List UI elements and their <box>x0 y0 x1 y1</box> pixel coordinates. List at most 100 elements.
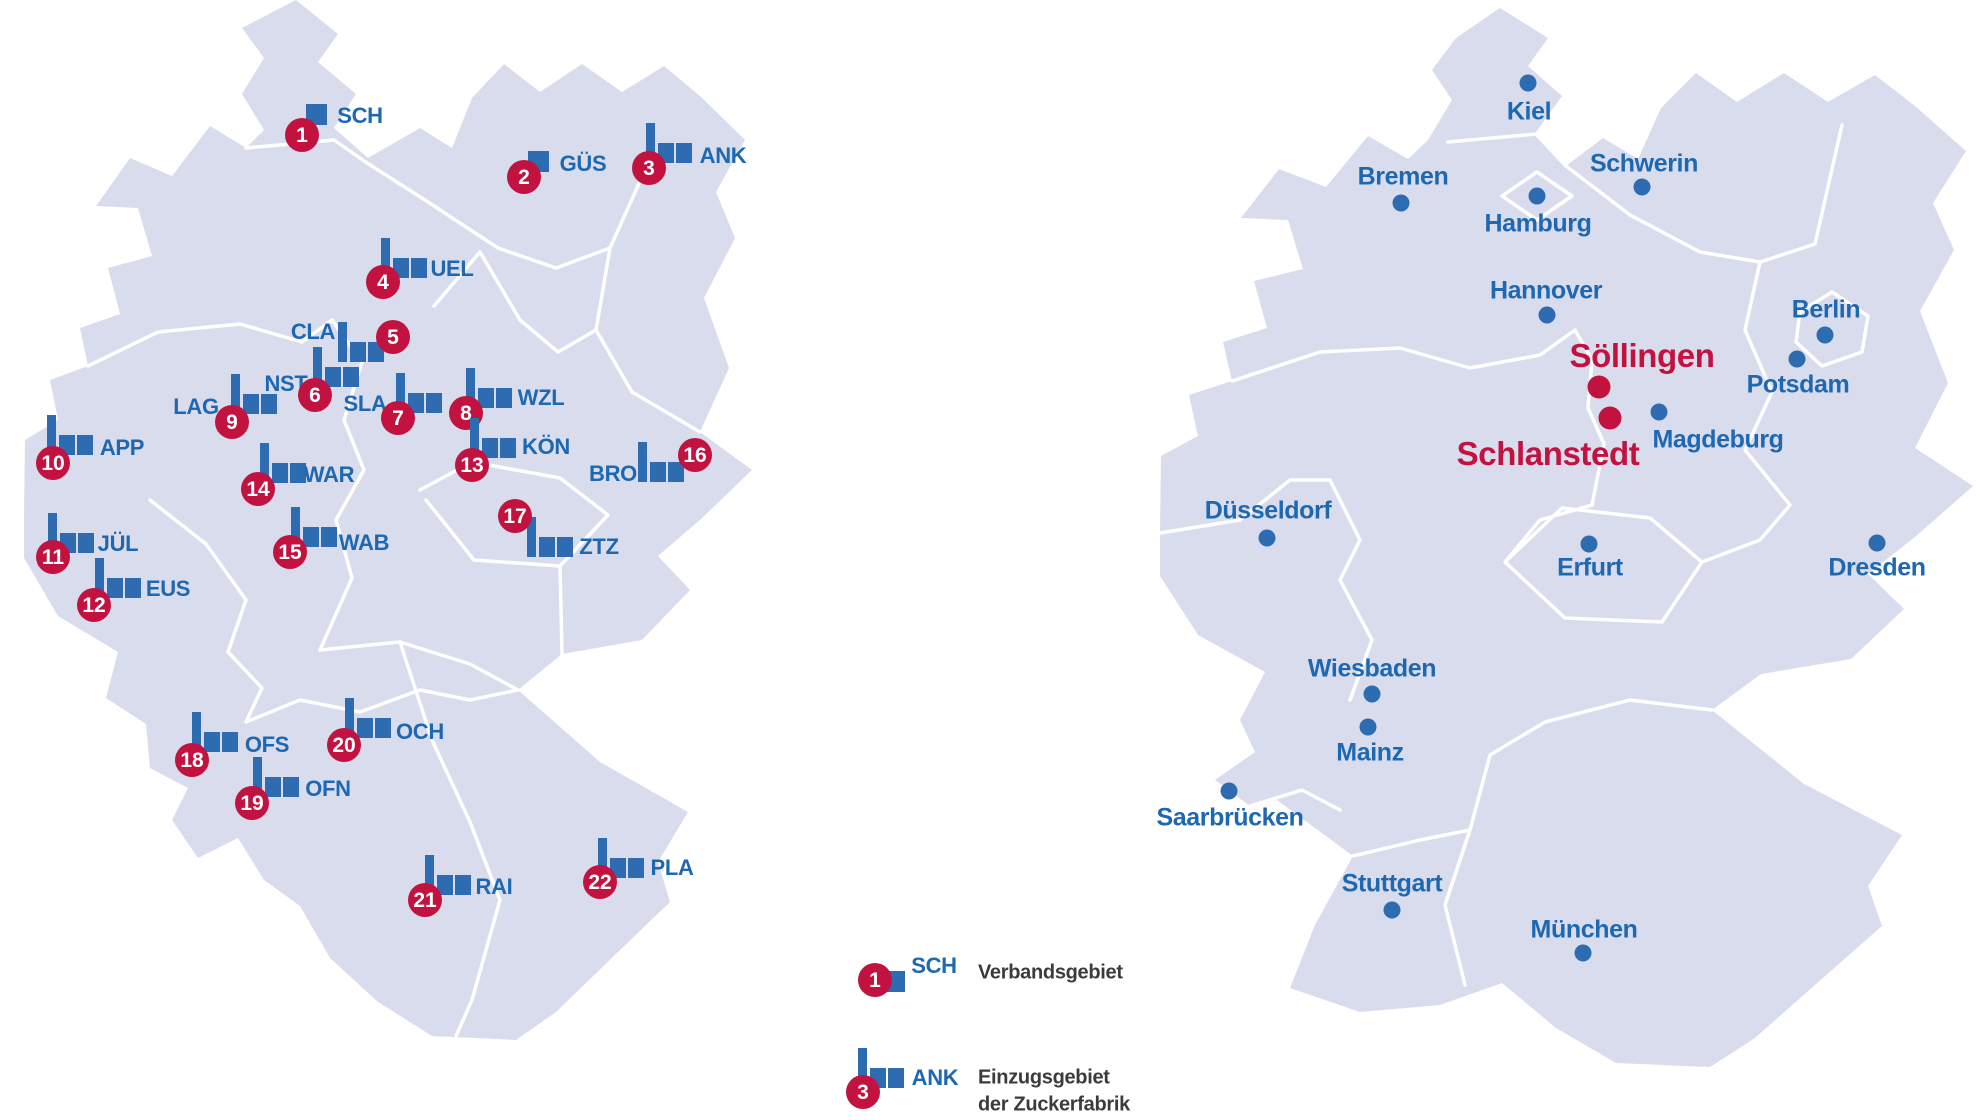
legend-desc-verbandsgebiet: Verbandsgebiet <box>978 961 1123 984</box>
factory-code-label-ANK: ANK <box>699 143 747 168</box>
marker-number-badge-EUS: 12 <box>77 588 111 622</box>
city-dot-Potsdam <box>1788 350 1806 368</box>
marker-number-badge-OFN: 19 <box>235 786 269 820</box>
square-shape <box>650 462 666 482</box>
legend-desc-einzugsgebiet-line1: Einzugsgebiet <box>978 1066 1110 1089</box>
right-map-state-borders <box>1158 123 1870 987</box>
factory-icon-WAR <box>260 443 306 483</box>
factory-code-label-RAI: RAI <box>475 874 513 899</box>
city-label-Erfurt: Erfurt <box>1557 553 1623 582</box>
city-label-Wiesbaden: Wiesbaden <box>1307 654 1437 683</box>
marker-number-badge-ZTZ: 17 <box>498 499 532 533</box>
city-dot-Hannover <box>1538 306 1556 324</box>
square-shape <box>78 533 94 553</box>
city-dot-Schlanstedt <box>1598 406 1622 430</box>
square-shape <box>303 527 319 547</box>
chimney-shape <box>231 374 240 414</box>
city-dot-Saarbrücken <box>1220 782 1238 800</box>
chimney-shape <box>858 1048 867 1088</box>
marker-number-badge-CLA: 5 <box>376 320 410 354</box>
factory-code-label-ZTZ: ZTZ <box>579 534 619 559</box>
marker-number-badge-ANK: 3 <box>632 151 666 185</box>
square-shape <box>261 394 277 414</box>
marker-number-badge-BRO: 16 <box>678 438 712 472</box>
square-shape <box>375 718 391 738</box>
factory-code-label-SCH: SCH <box>337 103 383 128</box>
factory-icon-WZL <box>466 368 512 408</box>
square-shape <box>888 1068 904 1088</box>
marker-number-badge-UEL: 4 <box>366 265 400 299</box>
city-label-Schwerin: Schwerin <box>1590 149 1698 178</box>
factory-icon-KÖN <box>470 418 516 458</box>
factory-code-label-WZL: WZL <box>517 385 565 410</box>
square-shape <box>125 578 141 598</box>
marker-number-badge-LAG: 9 <box>215 405 249 439</box>
marker-number-badge-APP: 10 <box>36 446 70 480</box>
square-shape <box>107 578 123 598</box>
chimney-shape <box>253 757 262 797</box>
marker-number-badge-OCH: 20 <box>327 728 361 762</box>
left-map-state-borders <box>86 138 702 1038</box>
factory-code-label-LAG: LAG <box>173 394 219 419</box>
city-dot-Kiel <box>1519 74 1537 92</box>
factory-icon-BRO <box>638 442 684 482</box>
marker-number-badge-RAI: 21 <box>408 883 442 917</box>
marker-number-badge-JÜL: 11 <box>36 540 70 574</box>
factory-icon-OFS <box>192 712 238 752</box>
legend-code-ank: ANK <box>911 1065 959 1090</box>
city-dot-Söllingen <box>1587 375 1611 399</box>
factory-icon-OCH <box>345 698 391 738</box>
chimney-shape <box>598 838 607 878</box>
square-shape <box>668 462 684 482</box>
city-label-Dresden: Dresden <box>1828 553 1926 582</box>
marker-number-badge-WAR: 14 <box>241 472 275 506</box>
chimney-shape <box>291 507 300 547</box>
chimney-shape <box>381 238 390 278</box>
city-dot-Hamburg <box>1528 187 1546 205</box>
square-shape <box>77 435 93 455</box>
factory-icon-LAG <box>231 374 277 414</box>
factory-icon-EUS <box>95 558 141 598</box>
factory-icon-WAB <box>291 507 337 547</box>
marker-number-badge-OFS: 18 <box>175 743 209 777</box>
factory-code-label-OCH: OCH <box>396 719 444 744</box>
factory-code-label-JÜL: JÜL <box>97 531 139 556</box>
square-shape <box>350 342 366 362</box>
factory-code-label-APP: APP <box>99 435 145 460</box>
square-shape <box>426 393 442 413</box>
square-shape <box>496 388 512 408</box>
factory-code-label-KÖN: KÖN <box>522 434 570 459</box>
chimney-shape <box>260 443 269 483</box>
square-shape <box>411 258 427 278</box>
factory-code-label-OFS: OFS <box>244 732 290 757</box>
square-shape <box>283 777 299 797</box>
legend-number-badge-1: 1 <box>858 963 892 997</box>
city-dot-Bremen <box>1392 194 1410 212</box>
chimney-shape <box>345 698 354 738</box>
city-label-Berlin: Berlin <box>1791 295 1861 324</box>
city-dot-Schwerin <box>1633 178 1651 196</box>
square-shape <box>265 777 281 797</box>
city-label-Schlanstedt: Schlanstedt <box>1456 435 1640 472</box>
marker-number-badge-SLA: 7 <box>381 401 415 435</box>
city-dot-Dresden <box>1868 534 1886 552</box>
city-dot-Magdeburg <box>1650 403 1668 421</box>
city-label-München: München <box>1530 915 1638 944</box>
legend-code-sch: SCH <box>911 953 957 978</box>
square-shape <box>343 367 359 387</box>
city-label-Kiel: Kiel <box>1506 97 1552 126</box>
city-label-Hannover: Hannover <box>1489 276 1603 305</box>
city-label-Hamburg: Hamburg <box>1484 209 1592 238</box>
left-germany-map-silhouette <box>24 0 752 1040</box>
city-dot-Erfurt <box>1580 535 1598 553</box>
chimney-shape <box>466 368 475 408</box>
chimney-shape <box>638 442 647 482</box>
factory-code-label-WAB: WAB <box>338 530 390 555</box>
square-shape <box>557 537 573 557</box>
chimney-shape <box>95 558 104 598</box>
factory-icon-ZTZ <box>527 517 573 557</box>
chimney-shape <box>192 712 201 752</box>
